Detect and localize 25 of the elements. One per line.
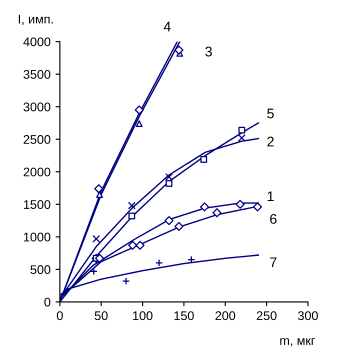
y-axis-title: I, имп. [18,14,53,26]
y-tick-label: 0 [44,298,50,307]
series-label: 1 [268,191,274,202]
series-label: 7 [270,257,276,267]
y-tick-label: 1500 [24,200,50,209]
x-tick-label: 0 [56,311,63,320]
y-tick-label: 2500 [24,135,50,144]
x-tick-label: 250 [256,311,277,320]
series-label: 2 [267,136,274,146]
y-tick-label: 4000 [23,37,50,46]
x-tick-label: 100 [133,311,152,320]
x-tick-label: 300 [298,311,318,320]
series-label: 4 [164,22,171,32]
y-tick-label: 1000 [24,232,50,242]
y-tick-label: 2000 [24,168,50,176]
series-label: 3 [205,46,212,56]
x-tick-label: 50 [94,311,108,320]
y-tick-label: 500 [30,265,50,274]
series-label: 6 [270,214,277,224]
y-tick-label: 3500 [24,70,50,79]
x-tick-label: 200 [215,311,236,320]
y-tick-label: 3000 [24,102,50,112]
x-axis-title: m, мкг [280,338,316,346]
series-label: 5 [267,108,274,118]
x-tick-label: 150 [174,311,194,320]
